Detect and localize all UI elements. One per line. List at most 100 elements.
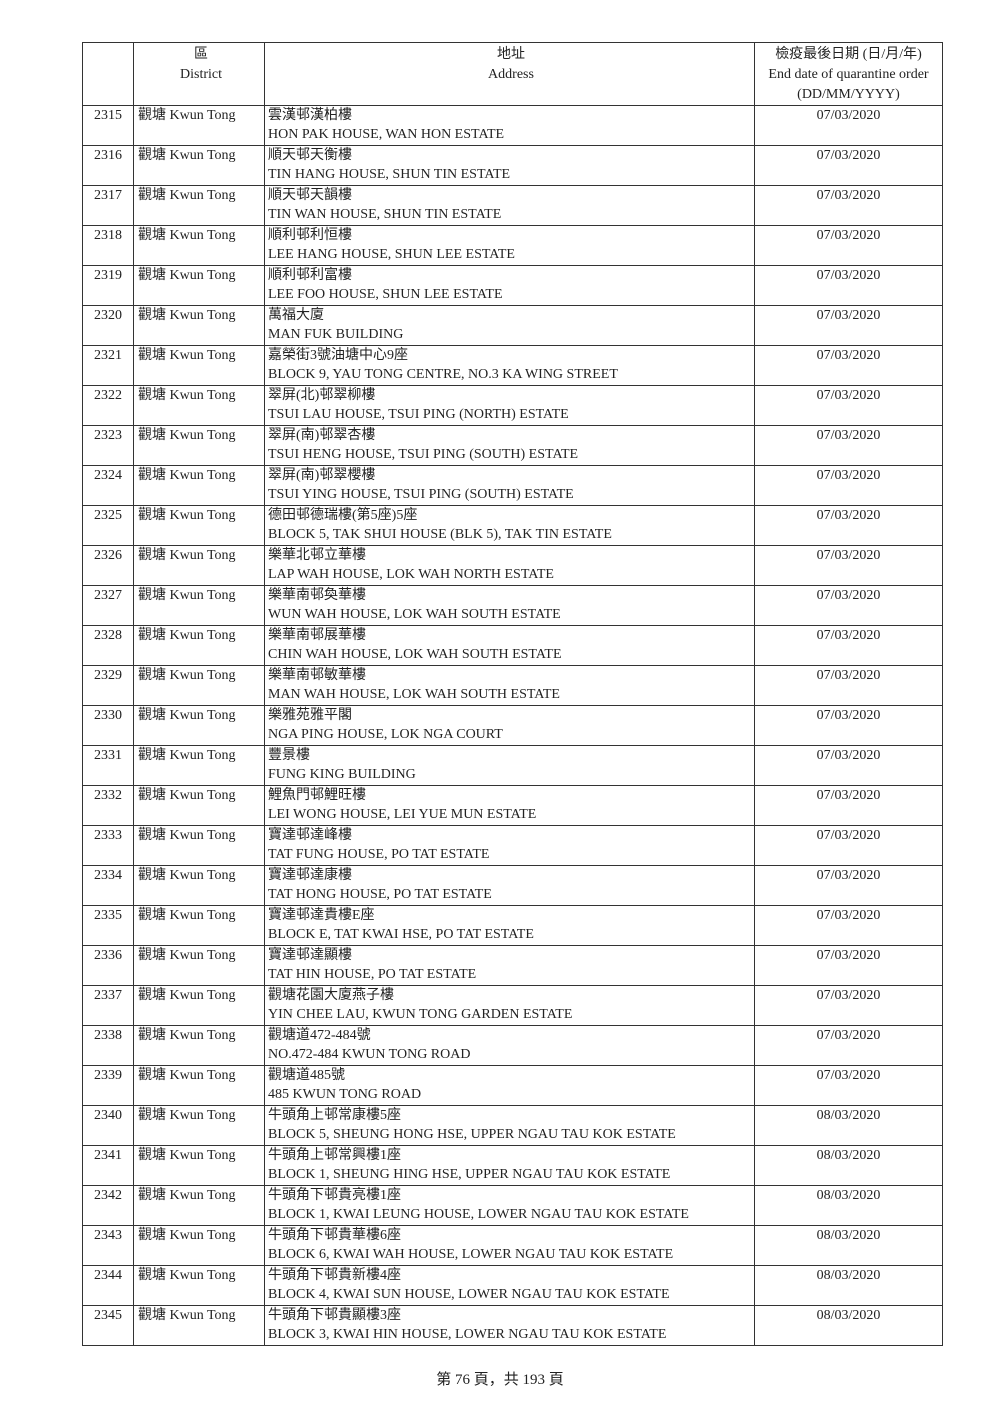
row-address: 樂雅苑雅平閣 NGA PING HOUSE, LOK NGA COURT [264, 705, 755, 746]
address-chinese: 鯉魚門邨鯉旺樓 [268, 788, 366, 803]
row-number: 2324 [82, 465, 134, 506]
row-district: 觀塘 Kwun Tong [133, 385, 265, 426]
address-chinese: 順天邨天韻樓 [268, 188, 352, 203]
row-district: 觀塘 Kwun Tong [133, 1185, 265, 1226]
address-chinese: 牛頭角下邨貴亮樓1座 [268, 1188, 401, 1203]
address-english: TAT FUNG HOUSE, PO TAT ESTATE [268, 847, 490, 862]
row-district: 觀塘 Kwun Tong [133, 1105, 265, 1146]
address-english: BLOCK 6, KWAI WAH HOUSE, LOWER NGAU TAU … [268, 1247, 674, 1262]
row-number: 2322 [82, 385, 134, 426]
address-english: HON PAK HOUSE, WAN HON ESTATE [268, 127, 505, 142]
row-address: 豐景樓 FUNG KING BUILDING [264, 745, 755, 786]
address-chinese: 觀塘道472-484號 [268, 1028, 371, 1043]
row-end-date: 08/03/2020 [754, 1145, 943, 1186]
row-district: 觀塘 Kwun Tong [133, 785, 265, 826]
header-number [82, 42, 134, 106]
address-chinese: 豐景樓 [268, 748, 310, 763]
row-number: 2339 [82, 1065, 134, 1106]
row-address: 牛頭角下邨貴顯樓3座 BLOCK 3, KWAI HIN HOUSE, LOWER… [264, 1305, 755, 1346]
address-chinese: 寶達邨達峰樓 [268, 828, 352, 843]
address-english: BLOCK 5, SHEUNG HONG HSE, UPPER NGAU TAU… [268, 1127, 676, 1142]
row-address: 樂華南邨敏華樓 MAN WAH HOUSE, LOK WAH SOUTH ESTA… [264, 665, 755, 706]
row-address: 寶達邨達顯樓 TAT HIN HOUSE, PO TAT ESTATE [264, 945, 755, 986]
row-district: 觀塘 Kwun Tong [133, 625, 265, 666]
row-address: 牛頭角下邨貴華樓6座 BLOCK 6, KWAI WAH HOUSE, LOWER… [264, 1225, 755, 1266]
table-row: 2315 觀塘 Kwun Tong 雲漢邨漢柏樓 HON PAK HOUSE, WAN… [82, 105, 943, 146]
row-district: 觀塘 Kwun Tong [133, 185, 265, 226]
row-district: 觀塘 Kwun Tong [133, 105, 265, 146]
address-english: FUNG KING BUILDING [268, 767, 416, 782]
address-chinese: 牛頭角下邨貴新樓4座 [268, 1268, 401, 1283]
row-end-date: 07/03/2020 [754, 1065, 943, 1106]
row-end-date: 07/03/2020 [754, 105, 943, 146]
row-address: 順利邨利富樓 LEE FOO HOUSE, SHUN LEE ESTATE [264, 265, 755, 306]
row-number: 2326 [82, 545, 134, 586]
address-english: LEE HANG HOUSE, SHUN LEE ESTATE [268, 247, 515, 262]
header-address: 地址 Address [264, 42, 755, 106]
row-end-date: 07/03/2020 [754, 465, 943, 506]
address-chinese: 翠屏(南)邨翠杏樓 [268, 428, 376, 443]
table-header-row: 區 District 地址 Address 檢疫最後日期 (日/月/年) End… [82, 42, 943, 106]
address-chinese: 雲漢邨漢柏樓 [268, 108, 352, 123]
table-row: 2323 觀塘 Kwun Tong 翠屏(南)邨翠杏樓 TSUI HENG HOUSE… [82, 425, 943, 466]
table-row: 2338 觀塘 Kwun Tong 觀塘道472-484號 NO.472-484 KW… [82, 1025, 943, 1066]
row-number: 2335 [82, 905, 134, 946]
row-end-date: 07/03/2020 [754, 225, 943, 266]
address-english: TAT HIN HOUSE, PO TAT ESTATE [268, 967, 477, 982]
row-address: 樂華南邨展華樓 CHIN WAH HOUSE, LOK WAH SOUTH EST… [264, 625, 755, 666]
header-address-en: Address [488, 67, 534, 82]
row-address: 鯉魚門邨鯉旺樓 LEI WONG HOUSE, LEI YUE MUN ESTAT… [264, 785, 755, 826]
row-end-date: 07/03/2020 [754, 745, 943, 786]
address-chinese: 寶達邨達貴樓E座 [268, 908, 375, 923]
row-end-date: 08/03/2020 [754, 1265, 943, 1306]
address-chinese: 翠屏(北)邨翠柳樓 [268, 388, 376, 403]
row-district: 觀塘 Kwun Tong [133, 265, 265, 306]
row-number: 2318 [82, 225, 134, 266]
address-english: TSUI LAU HOUSE, TSUI PING (NORTH) ESTATE [268, 407, 569, 422]
row-end-date: 07/03/2020 [754, 305, 943, 346]
address-english: 485 KWUN TONG ROAD [268, 1087, 422, 1102]
row-district: 觀塘 Kwun Tong [133, 305, 265, 346]
row-end-date: 07/03/2020 [754, 985, 943, 1026]
address-chinese: 寶達邨達顯樓 [268, 948, 352, 963]
row-address: 觀塘花園大廈燕子樓 YIN CHEE LAU, KWUN TONG GARDEN … [264, 985, 755, 1026]
row-number: 2330 [82, 705, 134, 746]
table-row: 2327 觀塘 Kwun Tong 樂華南邨奐華樓 WUN WAH HOUSE, LO… [82, 585, 943, 626]
header-district-zh: 區 [194, 47, 208, 62]
table-row: 2326 觀塘 Kwun Tong 樂華北邨立華樓 LAP WAH HOUSE, LO… [82, 545, 943, 586]
table-row: 2324 觀塘 Kwun Tong 翠屏(南)邨翠櫻樓 TSUI YING HOUSE… [82, 465, 943, 506]
table-body: 2315 觀塘 Kwun Tong 雲漢邨漢柏樓 HON PAK HOUSE, WAN… [82, 105, 943, 1346]
table-row: 2337 觀塘 Kwun Tong 觀塘花園大廈燕子樓 YIN CHEE LAU, K… [82, 985, 943, 1026]
address-english: CHIN WAH HOUSE, LOK WAH SOUTH ESTATE [268, 647, 562, 662]
address-english: LEI WONG HOUSE, LEI YUE MUN ESTATE [268, 807, 537, 822]
address-english: LAP WAH HOUSE, LOK WAH NORTH ESTATE [268, 567, 554, 582]
row-number: 2336 [82, 945, 134, 986]
row-district: 觀塘 Kwun Tong [133, 505, 265, 546]
address-english: NGA PING HOUSE, LOK NGA COURT [268, 727, 503, 742]
row-address: 觀塘道472-484號 NO.472-484 KWUN TONG ROAD [264, 1025, 755, 1066]
address-english: BLOCK 1, SHEUNG HING HSE, UPPER NGAU TAU… [268, 1167, 671, 1182]
row-number: 2320 [82, 305, 134, 346]
address-chinese: 觀塘花園大廈燕子樓 [268, 988, 394, 1003]
row-district: 觀塘 Kwun Tong [133, 345, 265, 386]
row-end-date: 07/03/2020 [754, 585, 943, 626]
row-end-date: 07/03/2020 [754, 385, 943, 426]
row-district: 觀塘 Kwun Tong [133, 1305, 265, 1346]
page-number: 第 76 頁，共 193 頁 [436, 1372, 564, 1388]
address-chinese: 德田邨德瑞樓(第5座)5座 [268, 508, 418, 523]
row-end-date: 07/03/2020 [754, 145, 943, 186]
row-address: 翠屏(南)邨翠櫻樓 TSUI YING HOUSE, TSUI PING (SOU… [264, 465, 755, 506]
row-district: 觀塘 Kwun Tong [133, 985, 265, 1026]
address-chinese: 樂華南邨展華樓 [268, 628, 366, 643]
row-end-date: 07/03/2020 [754, 265, 943, 306]
row-end-date: 07/03/2020 [754, 825, 943, 866]
row-address: 牛頭角上邨常康樓5座 BLOCK 5, SHEUNG HONG HSE, UPPE… [264, 1105, 755, 1146]
address-chinese: 順天邨天衡樓 [268, 148, 352, 163]
row-address: 順利邨利恒樓 LEE HANG HOUSE, SHUN LEE ESTATE [264, 225, 755, 266]
row-number: 2337 [82, 985, 134, 1026]
address-chinese: 樂華南邨敏華樓 [268, 668, 366, 683]
row-number: 2342 [82, 1185, 134, 1226]
row-number: 2334 [82, 865, 134, 906]
row-address: 翠屏(北)邨翠柳樓 TSUI LAU HOUSE, TSUI PING (NORT… [264, 385, 755, 426]
row-address: 牛頭角下邨貴新樓4座 BLOCK 4, KWAI SUN HOUSE, LOWER… [264, 1265, 755, 1306]
